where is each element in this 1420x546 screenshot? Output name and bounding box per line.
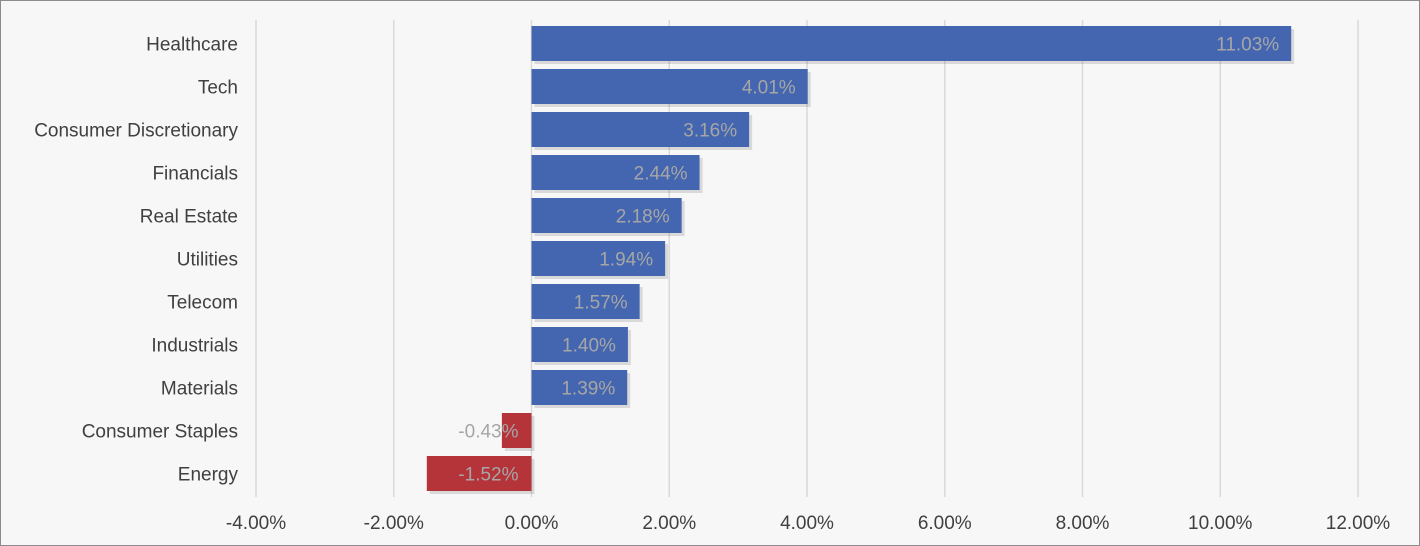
category-label: Consumer Discretionary [34, 121, 238, 142]
bar-consumer-discretionary [531, 112, 750, 147]
bar-materials [531, 370, 628, 405]
category-label: Healthcare [146, 35, 238, 56]
bar-healthcare [531, 26, 1292, 61]
bar-real-estate [531, 198, 682, 233]
bar-consumer-staples [501, 413, 532, 448]
x-tick-label: 2.00% [642, 513, 696, 534]
data-label: 2.18% [616, 207, 670, 228]
x-tick-label: -2.00% [364, 513, 424, 534]
data-label: 1.40% [562, 336, 616, 357]
bar-tech [531, 69, 808, 104]
category-label: Consumer Staples [82, 422, 238, 443]
bars [426, 26, 1295, 494]
category-label: Materials [161, 379, 238, 400]
x-tick-label: 0.00% [505, 513, 559, 534]
data-label: 11.03% [1216, 35, 1279, 56]
category-label: Tech [198, 78, 238, 99]
category-labels: Healthcare Tech Consumer Discretionary Fina… [34, 35, 238, 486]
x-tick-label: 12.00% [1326, 513, 1391, 534]
bar-utilities [531, 241, 666, 276]
data-label: 1.94% [599, 250, 653, 271]
category-label: Industrials [151, 336, 238, 357]
data-label: 1.39% [561, 379, 615, 400]
category-label: Telecom [167, 293, 238, 314]
bar-industrials [531, 327, 628, 362]
bar-financials [531, 155, 700, 190]
data-labels: 11.03% 4.01% 3.16% 2.44% 2.18% 1.94% 1.57% 1.40… [458, 35, 1279, 486]
data-label: 3.16% [683, 121, 737, 142]
x-tick-label: 4.00% [780, 513, 834, 534]
x-tick-label: 8.00% [1056, 513, 1110, 534]
bar-telecom [531, 284, 640, 319]
data-label: 4.01% [742, 78, 796, 99]
data-label: 1.57% [574, 293, 628, 314]
category-label: Real Estate [140, 207, 238, 228]
x-tick-label: -4.00% [226, 513, 286, 534]
category-label: Utilities [177, 250, 238, 271]
data-label: -0.43% [458, 422, 518, 443]
x-axis-tick-labels: -4.00% -2.00% 0.00% 2.00% 4.00% 6.00% 8.00% 10.… [226, 513, 1390, 534]
category-label: Energy [178, 465, 239, 486]
data-label: 2.44% [634, 164, 688, 185]
data-label: -1.52% [458, 465, 518, 486]
bar-energy [426, 456, 532, 491]
x-tick-label: 10.00% [1188, 513, 1253, 534]
x-tick-label: 6.00% [918, 513, 972, 534]
category-label: Financials [152, 164, 238, 185]
